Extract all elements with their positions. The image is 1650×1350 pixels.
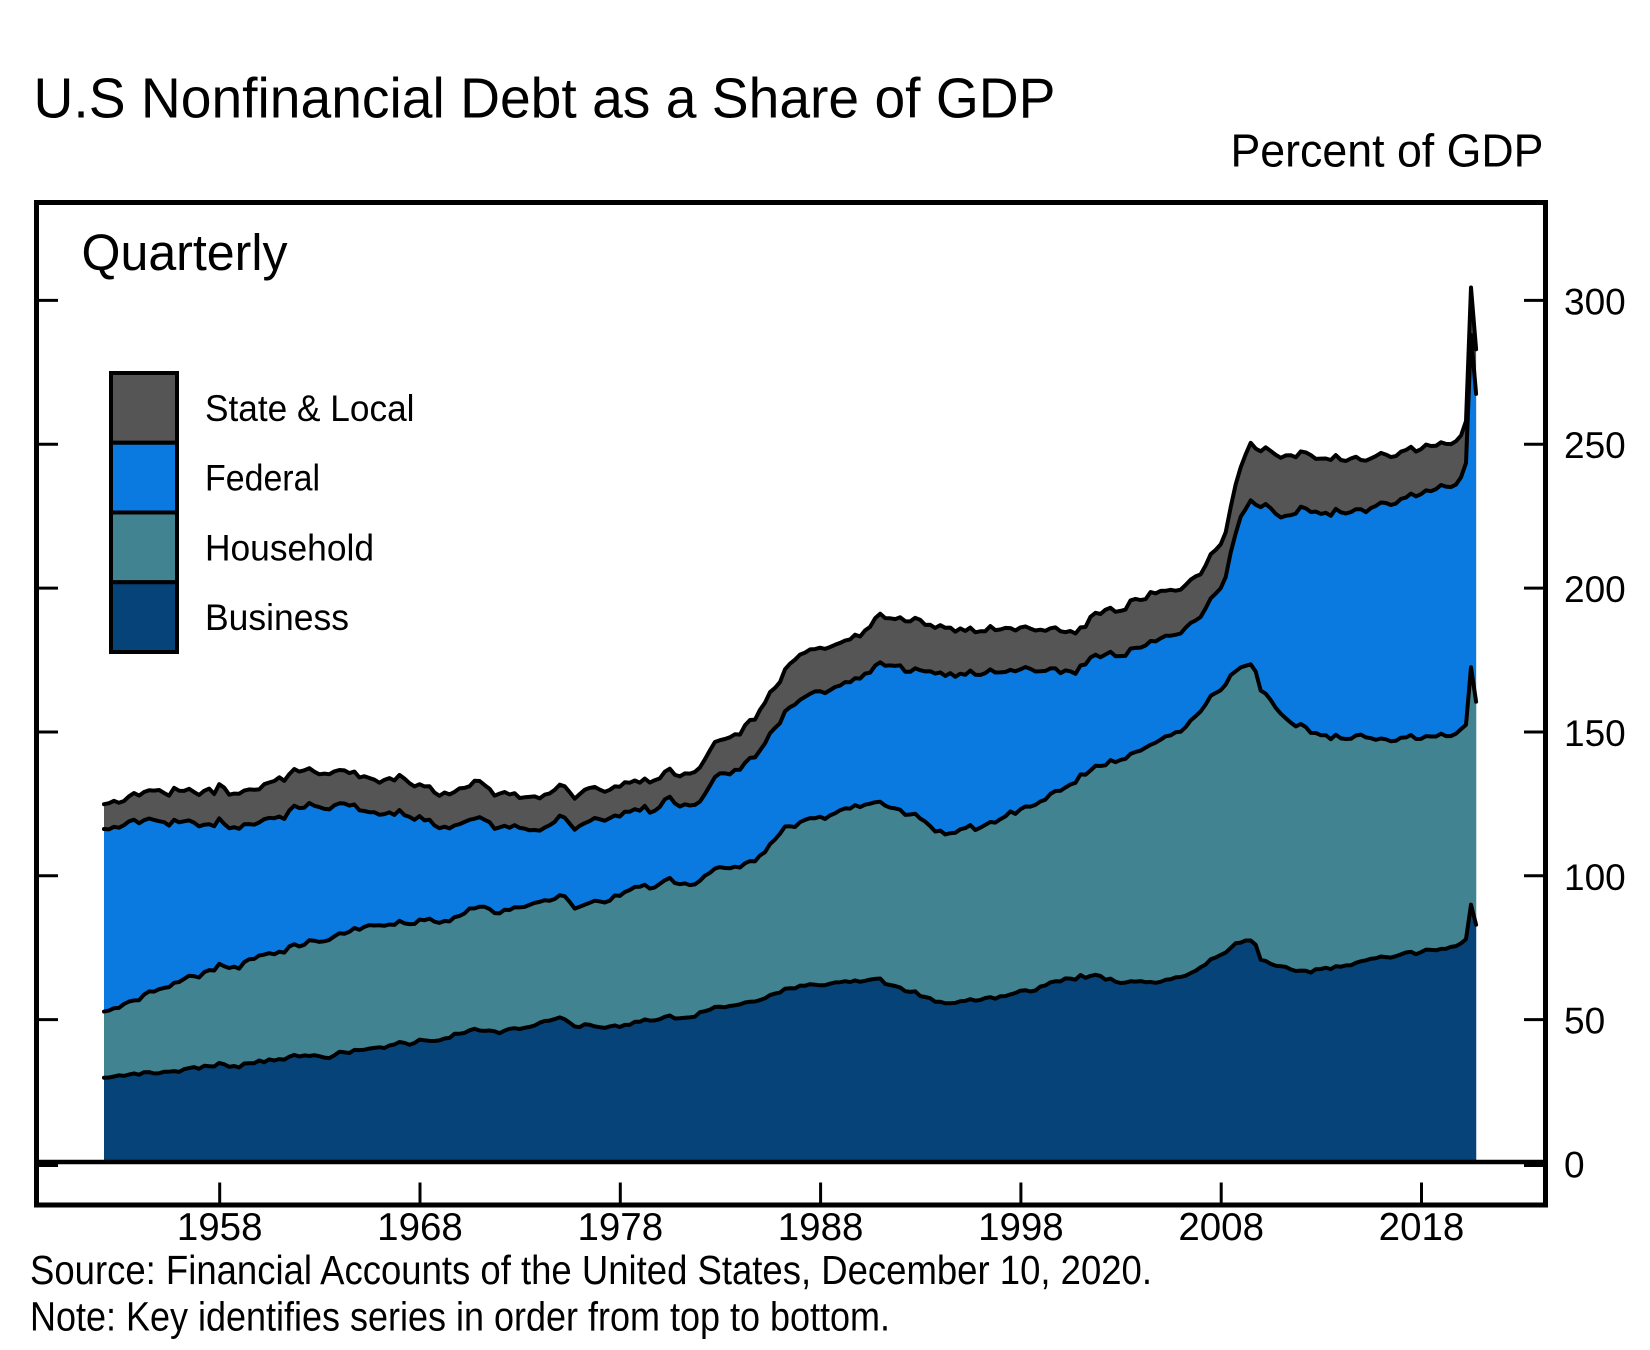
svg-text:2018: 2018 — [1379, 1206, 1465, 1249]
svg-text:Federal: Federal — [205, 458, 320, 499]
svg-text:Business: Business — [205, 597, 349, 638]
svg-text:2008: 2008 — [1178, 1206, 1264, 1249]
svg-text:Note: Key identifies series in: Note: Key identifies series in order fro… — [30, 1294, 890, 1340]
svg-text:U.S Nonfinancial Debt as a Sha: U.S Nonfinancial Debt as a Share of GDP — [34, 67, 1056, 131]
svg-text:State & Local: State & Local — [205, 388, 415, 429]
svg-text:Percent of GDP: Percent of GDP — [1231, 125, 1544, 177]
svg-text:1988: 1988 — [778, 1206, 864, 1249]
svg-text:50: 50 — [1564, 1001, 1605, 1042]
svg-text:Quarterly: Quarterly — [82, 224, 288, 281]
svg-text:1968: 1968 — [377, 1206, 463, 1249]
svg-text:100: 100 — [1564, 857, 1626, 898]
svg-text:150: 150 — [1564, 713, 1626, 754]
svg-text:1978: 1978 — [577, 1206, 663, 1249]
svg-text:200: 200 — [1564, 569, 1626, 610]
svg-text:250: 250 — [1564, 425, 1626, 466]
svg-text:1998: 1998 — [978, 1206, 1064, 1249]
svg-text:1958: 1958 — [177, 1206, 263, 1249]
svg-text:0: 0 — [1564, 1145, 1585, 1186]
svg-text:Source: Financial Accounts of: Source: Financial Accounts of the United… — [30, 1247, 1152, 1293]
svg-text:Household: Household — [205, 527, 374, 568]
svg-text:300: 300 — [1564, 281, 1626, 322]
